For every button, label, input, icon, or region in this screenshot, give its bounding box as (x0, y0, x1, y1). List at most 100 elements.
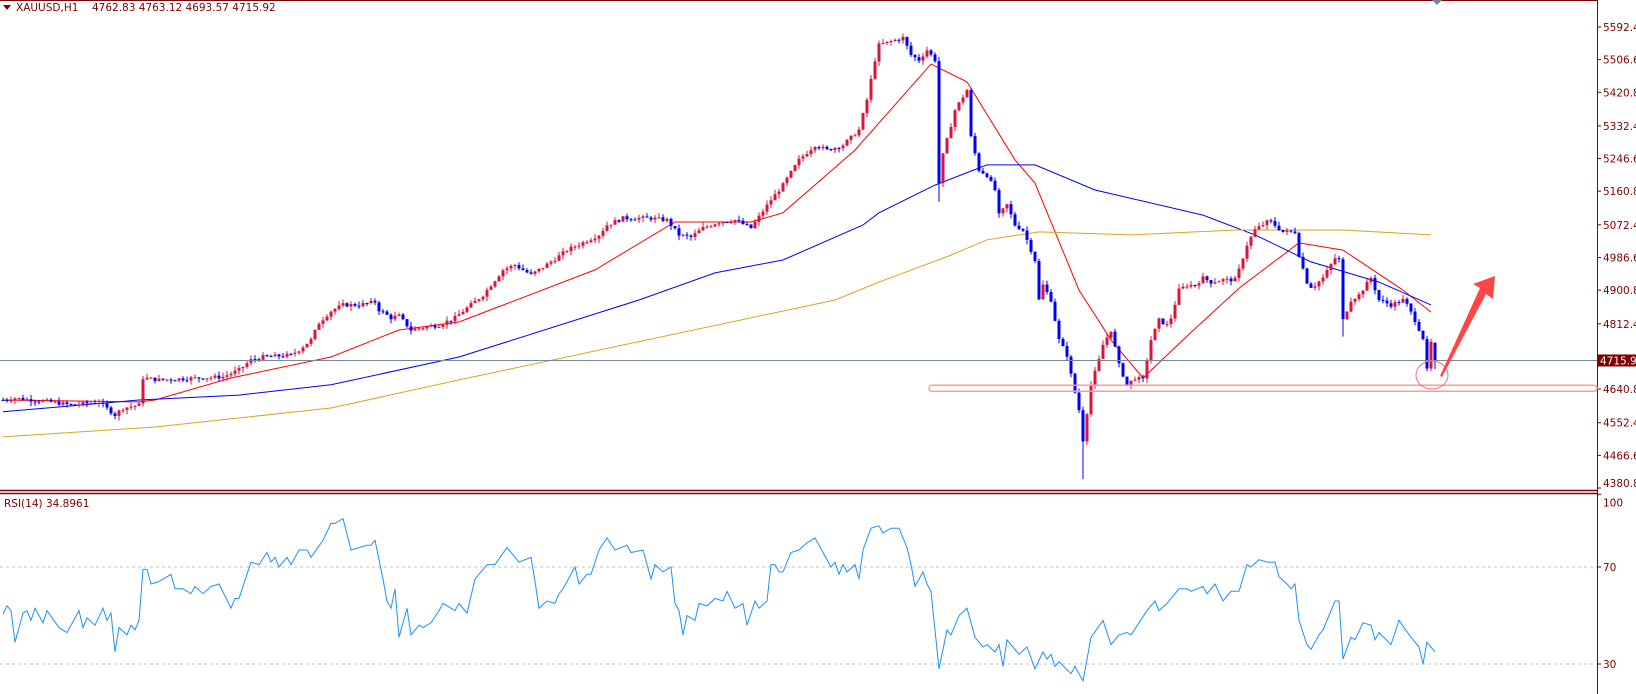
candle-body (1277, 225, 1281, 230)
candle (353, 302, 357, 308)
candle (821, 144, 825, 151)
last-price-marker: 4715.92 (1598, 354, 1636, 367)
candle (593, 234, 597, 244)
candle-body (669, 218, 673, 226)
candle (993, 177, 997, 192)
candle-body (693, 233, 697, 237)
candle-body (417, 328, 421, 330)
candle (501, 268, 505, 281)
candle-body (677, 228, 681, 236)
candle-body (549, 261, 553, 264)
candle-body (409, 326, 413, 331)
candle-body (1273, 220, 1277, 226)
candle-body (401, 314, 405, 320)
chart-shift-marker-icon[interactable] (1432, 0, 1442, 5)
candle-body (909, 45, 913, 55)
candle-body (545, 263, 549, 268)
candle-body (89, 402, 93, 404)
candle-body (557, 255, 561, 261)
candle-body (25, 399, 29, 401)
candle-body (985, 173, 989, 177)
candle-body (393, 315, 397, 320)
candle-body (929, 50, 933, 55)
candle-body (1097, 358, 1101, 371)
candle (1385, 297, 1389, 307)
candle (229, 371, 233, 379)
candle (1141, 374, 1145, 383)
candle (961, 94, 965, 105)
candle (505, 266, 509, 275)
candle (433, 323, 437, 330)
candle-body (333, 308, 337, 312)
candle (817, 145, 821, 151)
candle-body (305, 343, 309, 348)
candle-body (1049, 292, 1053, 302)
candle (929, 49, 933, 57)
rsi-levels: 100 70 30 (0, 493, 1623, 671)
candle (285, 351, 289, 359)
candle (1309, 282, 1313, 289)
candle-body (661, 217, 665, 221)
price-tick-label: 5506.60 (1603, 55, 1636, 67)
candle (1341, 257, 1345, 337)
candle-body (309, 338, 313, 344)
candle (601, 227, 605, 239)
candle (1177, 284, 1181, 306)
candle (317, 322, 321, 330)
price-tick-label: 5072.40 (1603, 220, 1636, 232)
candle-body (1309, 283, 1313, 288)
candle (777, 188, 781, 199)
candle (893, 38, 897, 42)
candle-body (101, 402, 105, 404)
candle-body (93, 402, 97, 404)
candle (1381, 295, 1385, 304)
candle (945, 137, 949, 154)
candle-body (1349, 301, 1353, 312)
candle-body (1301, 256, 1305, 269)
candle-body (21, 397, 25, 400)
candle-body (1417, 321, 1421, 331)
candle (69, 403, 73, 406)
candle-body (441, 324, 445, 327)
candle (805, 150, 809, 158)
candle-body (857, 129, 861, 136)
candle (1045, 280, 1049, 295)
candle (1333, 253, 1337, 266)
candle-body (125, 407, 129, 410)
candle-body (889, 41, 893, 43)
candle (485, 287, 489, 302)
candle-body (1361, 290, 1365, 295)
candle-body (1345, 311, 1349, 320)
candle-body (569, 246, 573, 252)
candle (29, 394, 33, 406)
candle (217, 371, 221, 382)
candle-body (501, 270, 505, 277)
candle (1213, 277, 1217, 285)
candle (445, 316, 449, 329)
candle (457, 310, 461, 317)
candle-body (1253, 229, 1257, 237)
candle-body (949, 126, 953, 139)
candle (81, 400, 85, 407)
candle-body (1233, 277, 1237, 282)
candle (289, 353, 293, 356)
candle (1293, 227, 1297, 235)
candle-body (1013, 214, 1017, 226)
candle (985, 172, 989, 179)
candle-body (741, 220, 745, 225)
candle (1121, 362, 1125, 378)
moving-averages (2, 63, 1432, 438)
candle (409, 321, 413, 335)
candle-body (617, 220, 621, 222)
candle (689, 234, 693, 241)
candle (677, 224, 681, 241)
candle (869, 75, 873, 103)
candle-body (997, 190, 1001, 214)
candle-body (1181, 286, 1185, 289)
candle-body (229, 373, 233, 376)
collapse-triangle-icon[interactable] (3, 5, 11, 10)
candle (265, 354, 269, 358)
candle (1029, 238, 1033, 255)
candle-body (1377, 290, 1381, 301)
candle-body (405, 319, 409, 327)
